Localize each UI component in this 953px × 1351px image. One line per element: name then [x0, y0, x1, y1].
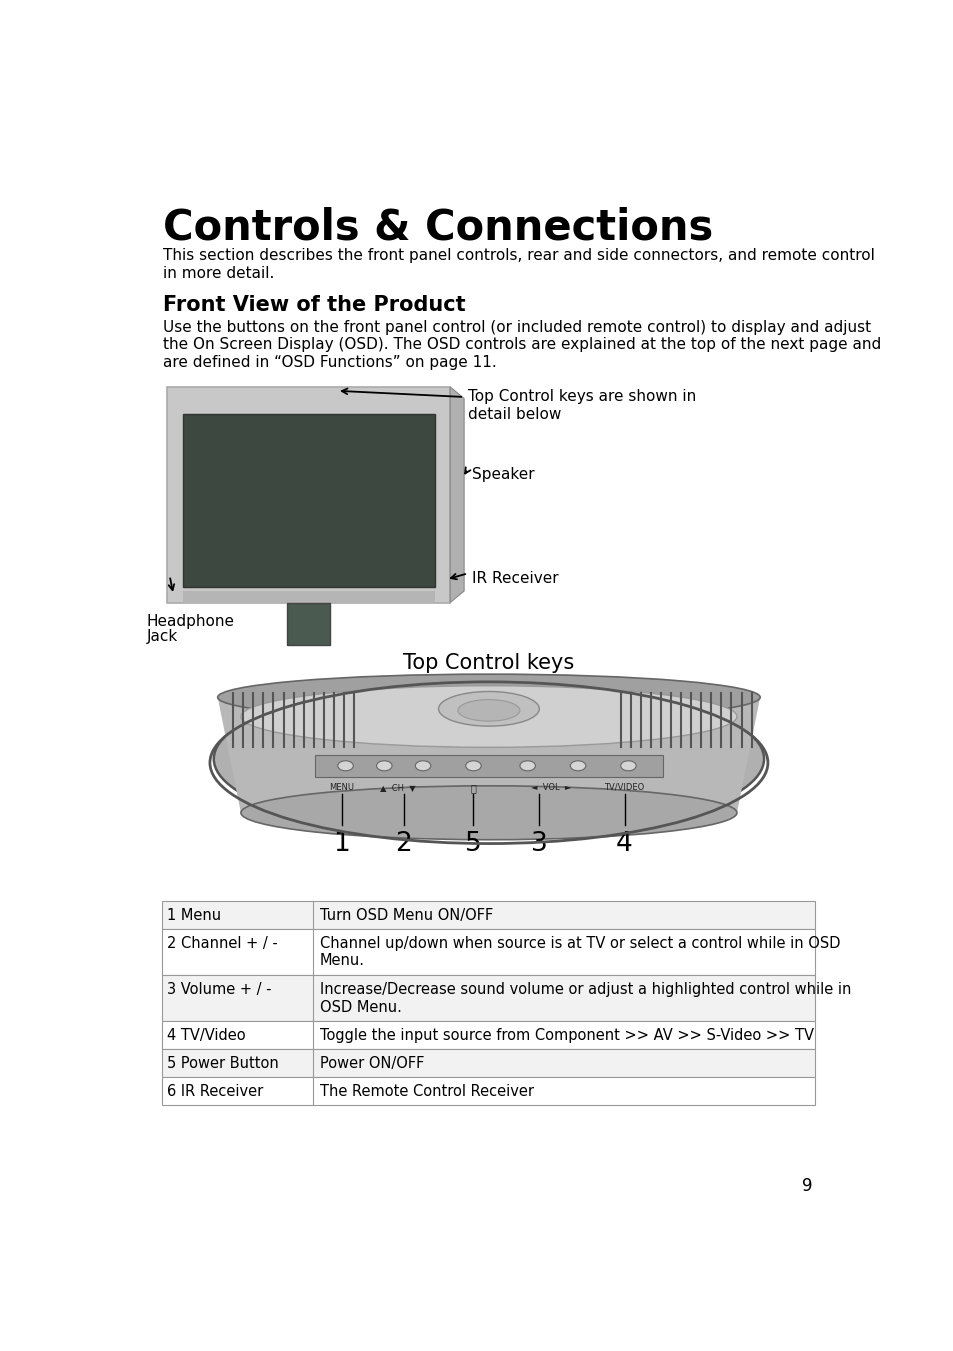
Bar [162, 1021, 815, 1050]
Bar [167, 386, 450, 603]
Bar [183, 413, 435, 588]
Text: 3: 3 [531, 831, 547, 858]
Ellipse shape [415, 761, 431, 771]
Text: 9: 9 [801, 1177, 812, 1196]
Bar [314, 755, 662, 777]
Bar [287, 603, 330, 644]
Ellipse shape [438, 692, 538, 725]
Ellipse shape [376, 761, 392, 771]
Text: 2: 2 [395, 831, 412, 858]
Text: TV/VIDEO: TV/VIDEO [604, 782, 644, 792]
Ellipse shape [213, 680, 763, 838]
Text: Increase/Decrease sound volume or adjust a highlighted control while in
OSD Menu: Increase/Decrease sound volume or adjust… [319, 982, 850, 1015]
Text: Power ON/OFF: Power ON/OFF [319, 1056, 424, 1071]
Text: 5: 5 [464, 831, 481, 858]
Text: Jack: Jack [146, 628, 177, 643]
Text: Speaker: Speaker [472, 466, 534, 481]
Text: ▲  CH  ▼: ▲ CH ▼ [380, 782, 416, 792]
Bar [162, 901, 815, 929]
Ellipse shape [241, 786, 736, 840]
Text: 2 Channel + / -: 2 Channel + / - [167, 936, 277, 951]
Bar [162, 975, 815, 1021]
Bar [183, 590, 435, 603]
Text: 1 Menu: 1 Menu [167, 908, 221, 923]
Bar [162, 1077, 815, 1105]
Ellipse shape [465, 761, 480, 771]
Ellipse shape [337, 761, 353, 771]
Text: Top Control keys are shown in
detail below: Top Control keys are shown in detail bel… [468, 389, 696, 422]
Text: ◄  VOL  ►: ◄ VOL ► [530, 782, 571, 792]
Text: Headphone: Headphone [146, 615, 234, 630]
Text: Controls & Connections: Controls & Connections [163, 207, 713, 249]
Text: 4: 4 [616, 831, 632, 858]
Text: 1: 1 [333, 831, 350, 858]
Text: Channel up/down when source is at TV or select a control while in OSD
Menu.: Channel up/down when source is at TV or … [319, 936, 840, 969]
Bar [162, 929, 815, 975]
Ellipse shape [519, 761, 535, 771]
Text: IR Receiver: IR Receiver [472, 571, 558, 586]
Text: 4 TV/Video: 4 TV/Video [167, 1028, 246, 1043]
Text: Front View of the Product: Front View of the Product [163, 295, 466, 315]
Ellipse shape [217, 674, 760, 720]
Text: ⏻: ⏻ [470, 782, 476, 793]
Text: Top Control keys: Top Control keys [403, 654, 574, 673]
Ellipse shape [620, 761, 636, 771]
Text: This section describes the front panel controls, rear and side connectors, and r: This section describes the front panel c… [163, 249, 875, 281]
Bar [162, 1050, 815, 1077]
Polygon shape [450, 386, 464, 603]
Text: Turn OSD Menu ON/OFF: Turn OSD Menu ON/OFF [319, 908, 493, 923]
Ellipse shape [457, 700, 519, 721]
Text: 5 Power Button: 5 Power Button [167, 1056, 279, 1071]
Text: 6 IR Receiver: 6 IR Receiver [167, 1084, 263, 1098]
Ellipse shape [570, 761, 585, 771]
Text: 3 Volume + / -: 3 Volume + / - [167, 982, 272, 997]
Ellipse shape [241, 686, 736, 747]
Text: The Remote Control Receiver: The Remote Control Receiver [319, 1084, 534, 1098]
Text: MENU: MENU [329, 782, 354, 792]
Polygon shape [217, 697, 760, 813]
Text: Use the buttons on the front panel control (or included remote control) to displ: Use the buttons on the front panel contr… [163, 320, 881, 370]
Text: Toggle the input source from Component >> AV >> S-Video >> TV: Toggle the input source from Component >… [319, 1028, 813, 1043]
